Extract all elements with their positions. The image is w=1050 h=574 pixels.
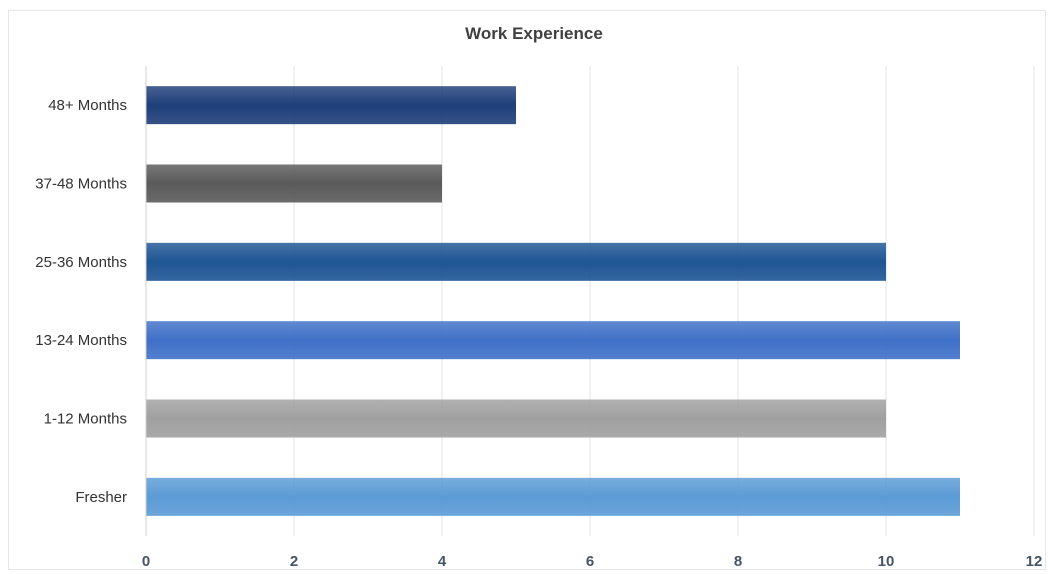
y-category-label: 25-36 Months (35, 254, 127, 271)
bar (146, 399, 886, 438)
bar (146, 242, 886, 281)
y-category-label: Fresher (75, 489, 127, 506)
y-category-label: 1-12 Months (44, 411, 127, 428)
x-tick-label: 8 (734, 553, 742, 570)
chart-title: Work Experience (465, 24, 603, 43)
bar (146, 86, 516, 125)
y-category-label: 13-24 Months (35, 332, 127, 349)
bars (146, 86, 960, 516)
bar (146, 164, 442, 203)
x-tick-label: 10 (878, 553, 895, 570)
x-tick-label: 2 (290, 553, 298, 570)
y-category-label: 48+ Months (48, 97, 127, 114)
tick-labels: 0 2 4 6 8 10 12 (142, 553, 1043, 570)
bar (146, 477, 960, 516)
x-tick-label: 12 (1026, 553, 1043, 570)
x-tick-label: 0 (142, 553, 150, 570)
x-tick-label: 6 (586, 553, 594, 570)
y-category-label: 37-48 Months (35, 176, 127, 193)
x-tick-label: 4 (438, 553, 447, 570)
gridlines (145, 66, 1035, 536)
bar (146, 321, 960, 360)
category-labels: 48+ Months 37-48 Months 25-36 Months 13-24 … (35, 97, 127, 506)
